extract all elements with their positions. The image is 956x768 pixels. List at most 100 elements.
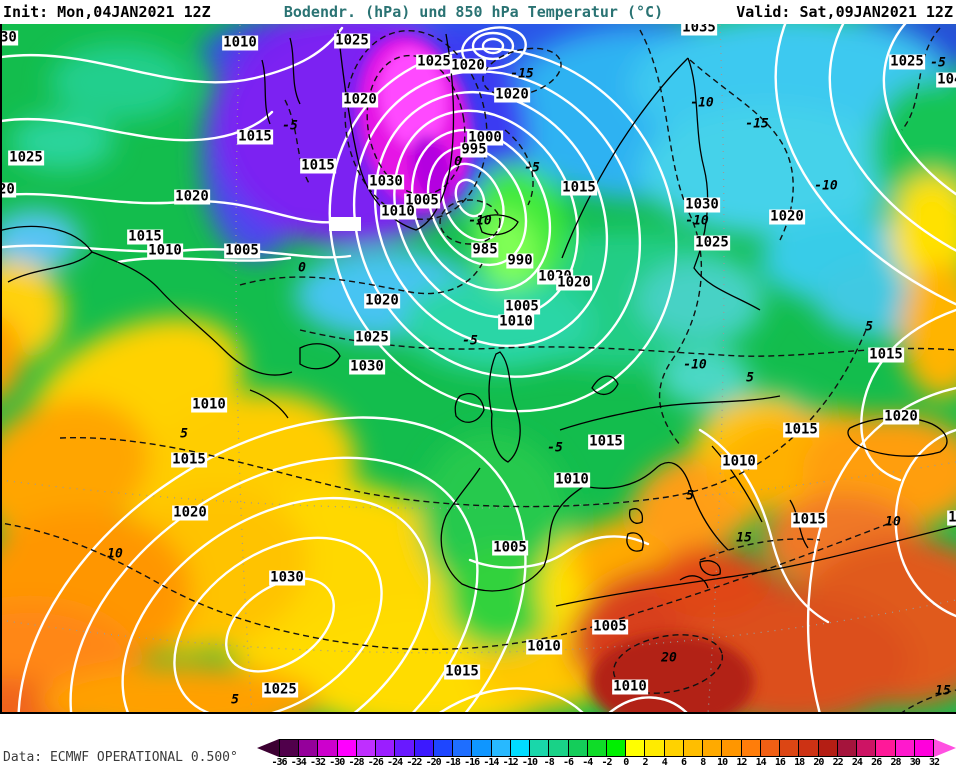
temperature-label: -5 — [462, 333, 478, 349]
pressure-label: 1010 — [526, 638, 562, 655]
colorbar-tick: -30 — [329, 757, 345, 768]
pressure-label: 1010 — [191, 396, 227, 413]
colorbar-tick: 30 — [909, 757, 921, 768]
colorbar-arrow-left — [257, 739, 279, 757]
temperature-label: 5 — [231, 692, 239, 708]
weather-map: 1030101010251020102510201020103510251040… — [0, 24, 956, 714]
colorbar-tick: -28 — [348, 757, 365, 768]
colorbar-tick: -36 — [271, 757, 287, 768]
colorbar-tick: -14 — [483, 757, 499, 768]
map-title: Bodendr. (hPa) und 850 hPa Temperatur (°… — [283, 3, 664, 21]
temperature-label: 0 — [454, 154, 462, 170]
colorbar-segment — [491, 740, 511, 756]
pressure-label: 1020 — [494, 86, 530, 103]
temperature-label: 5 — [180, 426, 188, 442]
colorbar-segment — [453, 740, 473, 756]
colorbar-tick: -34 — [290, 757, 307, 768]
weather-map-art — [2, 24, 956, 712]
colorbar-tick: -22 — [406, 757, 422, 768]
colorbar-tick: 14 — [755, 757, 767, 768]
temperature-label: 10 — [107, 546, 123, 562]
colorbar-segment — [703, 740, 723, 756]
temperature-label: -10 — [690, 95, 714, 111]
pressure-label: 1015 — [783, 421, 819, 438]
colorbar-tick: 26 — [871, 757, 882, 768]
colorbar-tick: 24 — [851, 757, 863, 768]
pressure-label: 1020 — [556, 274, 592, 291]
pressure-label: 1020 — [342, 91, 378, 108]
pressure-label: 1030 — [2, 30, 18, 46]
temperature-label: 5 — [686, 488, 694, 504]
valid-timestamp: Valid: Sat,09JAN2021 12Z — [736, 3, 953, 21]
temperature-label: -5 — [524, 160, 540, 176]
colorbar-segment — [760, 740, 781, 756]
temperature-label: -5 — [282, 118, 298, 134]
pressure-label: 1030 — [349, 358, 385, 375]
colorbar-tick: 2 — [642, 757, 649, 768]
pressure-label: 1010 — [554, 471, 590, 488]
colorbar-segment — [606, 740, 627, 756]
pressure-label: 985 — [471, 241, 499, 258]
pressure-label: 990 — [506, 252, 534, 269]
colorbar-segment — [722, 740, 742, 756]
colorbar-tick: 12 — [736, 757, 747, 768]
pressure-label: 1010 — [498, 313, 534, 330]
colorbar-tick: -32 — [309, 757, 326, 768]
colorbar-segment — [876, 740, 896, 756]
pressure-label: 1020 — [2, 182, 16, 198]
temperature-label: -10 — [683, 357, 707, 373]
pressure-label: 1010 — [222, 34, 258, 51]
temperature-label: 15 — [736, 530, 752, 546]
colorbar-tick: -16 — [464, 757, 480, 768]
pressure-label: 1030 — [684, 196, 720, 213]
colorbar-tick: -12 — [502, 757, 519, 768]
colorbar-segment — [472, 740, 492, 756]
pressure-label: 1015 — [791, 511, 827, 528]
pressure-label: 1010 — [721, 453, 757, 470]
colorbar-tick: -2 — [601, 757, 612, 768]
pressure-label: 1005 — [592, 618, 628, 635]
coastlines — [2, 29, 956, 607]
colorbar-segment — [530, 740, 550, 756]
colorbar-tick: -4 — [582, 757, 593, 768]
colorbar-segment — [510, 740, 531, 756]
temperature-label: 5 — [746, 370, 754, 386]
colorbar-tick: -26 — [367, 757, 384, 768]
colorbar-segment — [280, 740, 300, 756]
colorbar-segment — [626, 740, 646, 756]
colorbar-segment — [645, 740, 665, 756]
temperature-contours — [2, 27, 956, 712]
colorbar-tick: 4 — [661, 757, 668, 768]
colorbar-tick: -20 — [425, 757, 442, 768]
temperature-label: 15 — [935, 683, 951, 699]
pressure-label: 1015 — [127, 228, 163, 245]
credits-block: Data: ECMWF OPERATIONAL 0.500° (C) Wette… — [3, 715, 238, 768]
colorbar-segment — [857, 740, 877, 756]
colorbar-tick: 22 — [832, 757, 844, 768]
colorbar-tick: -8 — [543, 757, 555, 768]
pressure-label: 1015 — [300, 157, 336, 174]
pressure-label: 1025 — [416, 53, 452, 70]
colorbar-segments — [279, 739, 934, 757]
temperature-label: -5 — [547, 440, 563, 456]
colorbar-segment — [414, 740, 434, 756]
colorbar-segment — [337, 740, 357, 756]
map-footer: Data: ECMWF OPERATIONAL 0.500° (C) Wette… — [0, 714, 956, 768]
pressure-label: 1030 — [269, 569, 305, 586]
colorbar-tick: 28 — [890, 757, 901, 768]
pressure-label: 1025 — [889, 53, 925, 70]
pressure-label: 1030 — [368, 173, 404, 190]
pressure-label: 1040 — [936, 72, 956, 88]
colorbar-segment — [780, 740, 800, 756]
data-source-line: Data: ECMWF OPERATIONAL 0.500° — [3, 750, 238, 765]
colorbar-tick: 0 — [623, 757, 629, 768]
pressure-label: 1035 — [681, 24, 717, 36]
colorbar-segment — [914, 740, 933, 756]
temperature-label: 10 — [885, 514, 901, 530]
colorbar-segment — [683, 740, 704, 756]
temperature-label: -15 — [510, 66, 534, 82]
colorbar-segment — [433, 740, 454, 756]
pressure-label: 1000 — [467, 129, 503, 146]
pressure-label: 1005 — [492, 539, 528, 556]
temperature-label: 20 — [661, 650, 677, 666]
